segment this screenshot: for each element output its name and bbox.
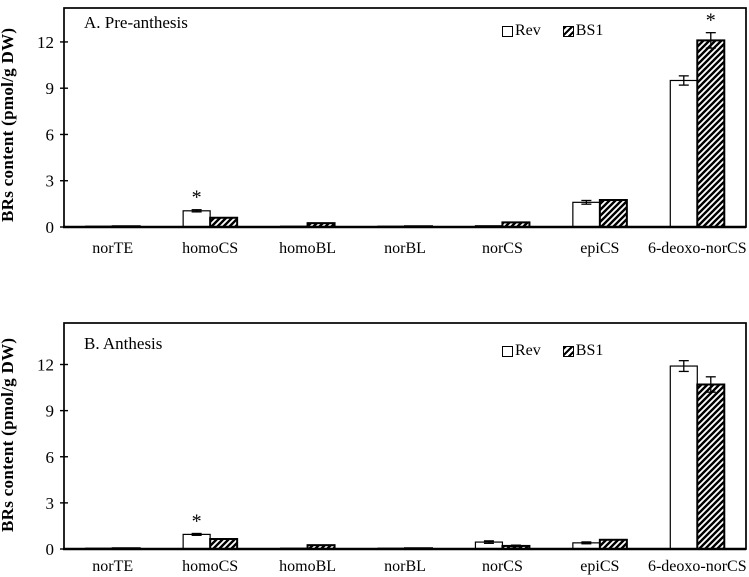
significance-asterisk: * (706, 10, 716, 32)
legend-item-rev: Rev (502, 22, 541, 40)
bar-chart-anthesis: 0 3 6 9 12 norTE homoCS * homoBL norBL norCS epiCS 6… (37, 322, 747, 575)
y-tick-label: 12 (37, 356, 54, 375)
y-axis-label: BRs content (pmol/g DW) (0, 337, 17, 533)
plot-frame (63, 7, 747, 228)
bar-bs1-6-deoxo-norCS (696, 39, 726, 228)
bar-rev-homoCS (182, 533, 211, 550)
y-axis-label: BRs content (pmol/g DW) (0, 27, 17, 223)
panel-pre-anthesis: 0 3 6 9 12 norTE homoCS * homoBL norBL norCS epiCS 6… (0, 0, 749, 288)
bar-chart-pre-anthesis: 0 3 6 9 12 norTE homoCS * homoBL norBL norCS epiCS 6… (37, 7, 747, 257)
y-tick-label: 9 (46, 402, 55, 421)
bs1-hatched-square-icon (562, 345, 574, 357)
legend-label-rev: Rev (515, 342, 541, 359)
panel-title-a: A. Pre-anthesis (84, 13, 188, 32)
x-category-label: epiCS (580, 558, 619, 575)
y-tick-label: 12 (37, 33, 54, 52)
legend-label-bs1: BS1 (575, 342, 604, 359)
y-tick-label: 3 (46, 172, 55, 191)
bar-rev-6-deoxo-norCS (669, 365, 698, 550)
x-category-label: norTE (92, 240, 133, 257)
x-category-label: norCS (482, 558, 523, 575)
x-category-label: norBL (384, 240, 426, 257)
legend-item-bs1: BS1 (562, 22, 604, 40)
legend-label-rev: Rev (515, 22, 541, 39)
legend-item-rev: Rev (502, 342, 541, 360)
bs1-hatched-square-icon (562, 25, 574, 37)
x-category-label: norCS (482, 240, 523, 257)
bar-bs1-6-deoxo-norCS (696, 383, 726, 550)
x-category-label: norBL (384, 558, 426, 575)
rev-open-square-icon (502, 25, 513, 37)
significance-asterisk: * (192, 510, 202, 532)
bar-bs1-epiCS (598, 199, 628, 228)
legend: Rev BS1 (502, 342, 603, 360)
x-category-label: 6-deoxo-norCS (648, 558, 747, 575)
x-category-label: 6-deoxo-norCS (648, 240, 747, 257)
y-tick-label: 0 (46, 218, 55, 237)
bar-rev-6-deoxo-norCS (669, 79, 698, 228)
legend-label-bs1: BS1 (575, 22, 604, 39)
x-category-label: homoBL (279, 240, 336, 257)
rev-open-square-icon (502, 345, 513, 357)
panel-anthesis: 0 3 6 9 12 norTE homoCS * homoBL norBL norCS epiCS 6… (0, 300, 749, 577)
y-tick-label: 9 (46, 79, 55, 98)
x-category-label: homoBL (279, 558, 336, 575)
legend-item-bs1: BS1 (562, 342, 604, 360)
panel-title-b: B. Anthesis (84, 334, 163, 353)
y-tick-label: 6 (46, 448, 55, 467)
y-tick-label: 0 (46, 540, 55, 559)
plot-frame (63, 322, 747, 550)
y-tick-label: 6 (46, 125, 55, 144)
x-category-label: homoCS (182, 558, 238, 575)
bar-rev-homoCS (182, 210, 211, 228)
x-category-label: norTE (92, 558, 133, 575)
bar-bs1-homoCS (209, 216, 239, 228)
bar-rev-epiCS (572, 201, 601, 228)
x-category-label: epiCS (580, 240, 619, 257)
significance-asterisk: * (192, 187, 202, 209)
bar-bs1-homoCS (209, 538, 239, 551)
y-tick-label: 3 (46, 494, 55, 513)
x-category-label: homoCS (182, 240, 238, 257)
legend: Rev BS1 (502, 22, 603, 40)
bar-bs1-epiCS (598, 538, 628, 551)
